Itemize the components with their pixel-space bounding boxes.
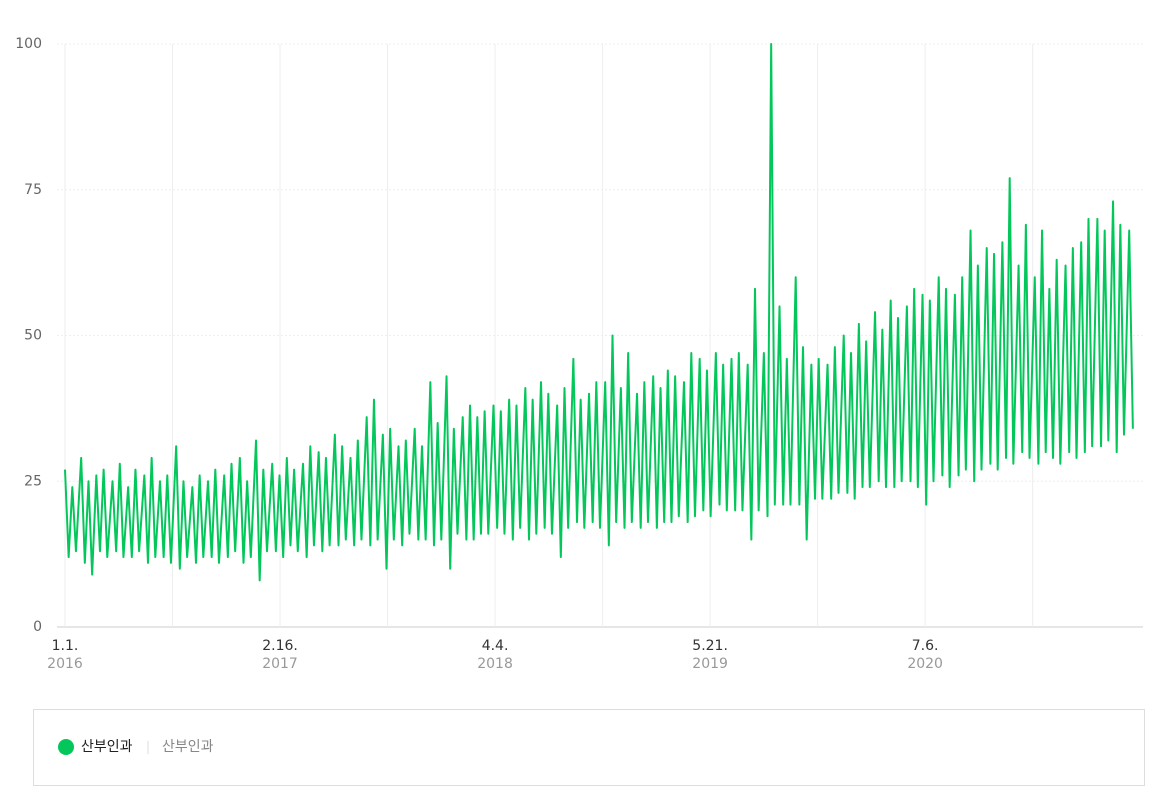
series-line: [64, 43, 1134, 582]
x-tick-label: 1.1.: [52, 638, 79, 654]
x-tick-year: 2016: [47, 656, 83, 672]
y-tick-label: 75: [24, 182, 42, 198]
y-tick-label: 100: [15, 36, 42, 52]
x-tick-label: 4.4.: [482, 638, 509, 654]
x-tick-year: 2020: [907, 656, 943, 672]
legend-box: [33, 709, 1145, 786]
y-tick-label: 25: [24, 473, 42, 489]
legend-label: 산부인과: [81, 739, 133, 755]
legend-swatch: [58, 739, 74, 755]
x-tick-label: 2.16.: [262, 638, 298, 654]
x-tick-year: 2018: [477, 656, 513, 672]
x-tick-label: 7.6.: [912, 638, 939, 654]
y-tick-label: 0: [33, 619, 42, 635]
x-tick-year: 2019: [692, 656, 728, 672]
legend-group: 산부인과: [162, 739, 214, 755]
y-tick-label: 50: [24, 328, 42, 344]
x-tick-label: 5.21.: [692, 638, 728, 654]
x-tick-year: 2017: [262, 656, 298, 672]
